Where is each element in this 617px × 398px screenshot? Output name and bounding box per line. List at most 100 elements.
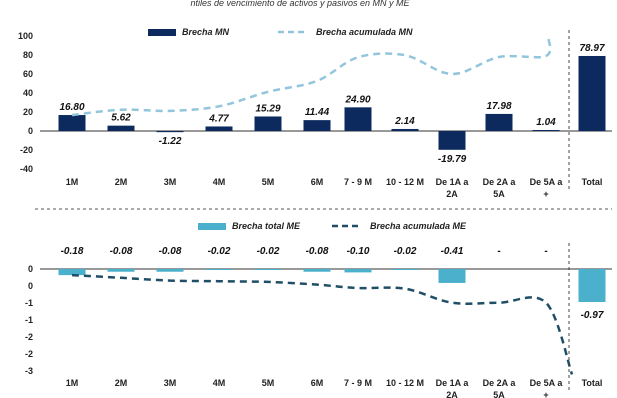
category-label: 1M: [66, 177, 79, 187]
category-label: 7 - 9 M: [344, 177, 372, 187]
category-label: De 1A a: [436, 378, 470, 388]
y-tick-label: 40: [23, 88, 33, 98]
y-tick-label: 80: [23, 50, 33, 60]
category-label: 5M: [262, 378, 275, 388]
category-label: Total: [582, 378, 603, 388]
bar-1M: [58, 115, 86, 131]
legend-line-label: Brecha acumulada MN: [316, 27, 413, 37]
category-label: 1M: [66, 378, 79, 388]
data-label: -0.41: [441, 246, 464, 257]
me-gap-chart: Brecha total ME Brecha acumulada ME00-1-1…: [25, 221, 612, 398]
bar-5M: [254, 116, 282, 131]
category-label: De 5A a: [530, 177, 564, 187]
data-label: 16.80: [59, 102, 84, 113]
category-label: 6M: [311, 378, 324, 388]
category-label: 10 - 12 M: [386, 177, 424, 187]
category-label: 4M: [213, 177, 226, 187]
category-label-line2: 2A: [446, 189, 458, 199]
data-label: -: [544, 246, 548, 257]
category-label: 2M: [115, 177, 128, 187]
category-label-line2: 2A: [446, 390, 458, 398]
data-label: -0.02: [394, 246, 417, 257]
bar-4M: [205, 126, 233, 131]
category-label: 3M: [164, 378, 177, 388]
category-label: De 2A a: [483, 378, 517, 388]
y-tick-label: 20: [23, 107, 33, 117]
data-label: 4.77: [208, 113, 229, 124]
data-label: 11.44: [305, 107, 330, 118]
bar-2M: [107, 269, 135, 272]
bar-2M: [107, 125, 135, 131]
data-label: 2.14: [394, 116, 415, 127]
bar-1M: [58, 269, 86, 276]
y-tick-label: 0: [28, 126, 33, 136]
chart-title-fragment: ntiles de vencimiento de activos y pasiv…: [190, 0, 410, 8]
category-label-line2: +: [543, 189, 548, 199]
legend-line-label: Brecha acumulada ME: [370, 221, 467, 231]
bar-Total: [578, 55, 606, 131]
category-label: 4M: [213, 378, 226, 388]
legend-bar-swatch: [198, 223, 226, 230]
y-tick-label: -2: [25, 349, 33, 359]
y-tick-label: -3: [25, 366, 33, 376]
category-label: De 2A a: [483, 177, 517, 187]
data-label: -0.02: [208, 246, 231, 257]
bar-7 - 9 M: [344, 107, 372, 131]
data-label: -0.97: [581, 310, 604, 321]
y-tick-label: -1: [25, 315, 33, 325]
bar-10 - 12 M: [391, 128, 419, 131]
bar-3M: [156, 269, 184, 272]
data-label: 5.62: [111, 113, 131, 124]
category-label: 3M: [164, 177, 177, 187]
data-label: -1.22: [159, 136, 182, 147]
bar-De 1A a 2A: [438, 131, 466, 150]
bar-6M: [303, 120, 331, 131]
category-label: 5M: [262, 177, 275, 187]
bar-De 1A a 2A: [438, 269, 466, 283]
data-label: -0.08: [159, 246, 182, 257]
category-label: De 1A a: [436, 177, 470, 187]
category-label-line2: 5A: [493, 390, 505, 398]
bar-5M: [254, 269, 282, 270]
bar-Total: [578, 269, 606, 302]
y-tick-label: 0: [28, 264, 33, 274]
data-label: -0.10: [347, 246, 370, 257]
bar-10 - 12 M: [391, 269, 419, 270]
y-tick-label: -40: [20, 164, 33, 174]
category-label: 2M: [115, 378, 128, 388]
data-label: -0.08: [110, 246, 133, 257]
cumulative-line: [71, 273, 574, 375]
y-tick-label: -20: [20, 145, 33, 155]
category-label-line2: +: [543, 390, 548, 398]
y-tick-label: 100: [18, 31, 33, 41]
data-label: -0.08: [306, 246, 329, 257]
bar-4M: [205, 269, 233, 270]
bar-De 5A a +: [532, 130, 560, 132]
bar-De 2A a 5A: [485, 113, 513, 131]
category-label: 6M: [311, 177, 324, 187]
legend-bar-label: Brecha total ME: [232, 221, 301, 231]
cumulative-line: [71, 35, 552, 117]
data-label: 24.90: [344, 94, 370, 105]
category-label: De 5A a: [530, 378, 564, 388]
category-label: Total: [582, 177, 603, 187]
data-label: 15.29: [255, 103, 280, 114]
data-label: 17.98: [486, 101, 511, 112]
y-tick-label: -2: [25, 332, 33, 342]
bar-6M: [303, 269, 331, 272]
bar-7 - 9 M: [344, 269, 372, 273]
legend-bar-swatch: [148, 29, 176, 36]
data-label: -: [497, 246, 501, 257]
category-label: 10 - 12 M: [386, 378, 424, 388]
data-label: 78.97: [579, 43, 604, 54]
data-label: -0.18: [61, 246, 84, 257]
category-label: 7 - 9 M: [344, 378, 372, 388]
data-label: -19.79: [438, 154, 467, 165]
y-tick-label: -1: [25, 298, 33, 308]
category-label-line2: 5A: [493, 189, 505, 199]
bar-3M: [156, 131, 184, 133]
data-label: -0.02: [257, 246, 280, 257]
data-label: 1.04: [536, 117, 556, 128]
mn-gap-chart: Brecha MN Brecha acumulada MN 100 80 60 40 20 0…: [18, 27, 612, 199]
